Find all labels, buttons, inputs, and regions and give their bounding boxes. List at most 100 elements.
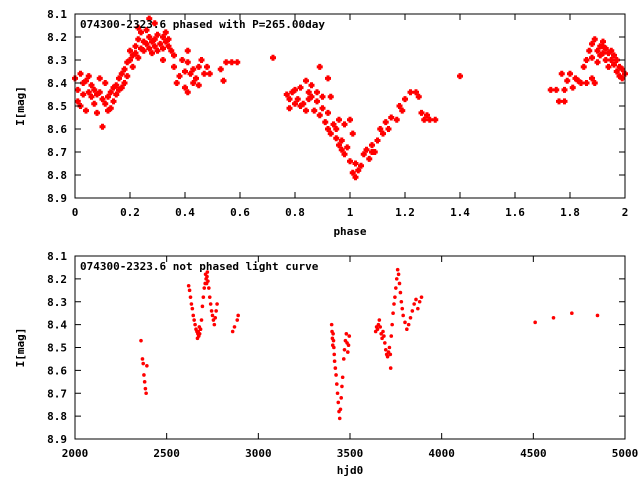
data-point <box>338 407 343 412</box>
data-point <box>182 68 188 75</box>
data-point <box>74 86 81 93</box>
data-point <box>400 306 405 311</box>
data-point <box>124 73 131 80</box>
data-point <box>186 283 191 288</box>
data-point <box>201 295 206 299</box>
data-point <box>176 73 183 80</box>
data-point <box>403 320 407 325</box>
data-point <box>334 373 338 377</box>
data-point <box>383 347 388 352</box>
data-point <box>613 57 620 63</box>
data-point <box>352 174 359 181</box>
data-point <box>347 334 352 338</box>
data-point <box>151 20 158 27</box>
x-tick-label: 0.6 <box>230 206 250 219</box>
data-point <box>346 350 350 354</box>
data-point <box>316 63 323 70</box>
data-point <box>413 89 419 96</box>
x-tick-label: 3500 <box>337 447 364 460</box>
data-point <box>407 89 414 96</box>
data-point <box>286 96 293 103</box>
data-point <box>91 86 98 93</box>
x-axis-ticks: 0 0.2 0.4 0.6 0.8 1 1.2 1.4 1.6 1.8 2 <box>72 14 628 219</box>
data-point <box>204 63 210 70</box>
data-point <box>355 167 362 174</box>
data-point <box>212 322 217 327</box>
data-point <box>336 142 342 149</box>
data-point <box>380 130 386 137</box>
data-point <box>107 105 114 112</box>
data-point <box>417 299 422 304</box>
data-point <box>316 112 323 119</box>
data-point <box>199 318 204 322</box>
data-point <box>165 36 172 43</box>
data-point <box>200 304 205 309</box>
data-point <box>207 286 211 290</box>
data-point <box>165 43 172 50</box>
data-point <box>113 82 120 89</box>
data-point <box>303 77 309 84</box>
data-point <box>570 311 574 315</box>
data-point <box>198 57 205 63</box>
x-tick-label: 5000 <box>612 447 639 460</box>
data-point <box>330 121 337 128</box>
x-tick-label: 4000 <box>428 447 455 460</box>
data-point <box>394 286 398 290</box>
data-point <box>589 40 595 47</box>
data-point <box>349 130 356 137</box>
data-point <box>336 116 342 123</box>
data-point <box>154 47 161 54</box>
data-point <box>415 93 422 100</box>
data-point <box>416 306 420 311</box>
data-point <box>583 57 590 63</box>
data-point <box>149 50 155 57</box>
data-point <box>143 27 150 34</box>
data-point <box>234 59 241 66</box>
plot-frame <box>74 255 626 440</box>
x-tick-label: 1.2 <box>395 206 415 219</box>
data-point <box>360 151 367 158</box>
data-point <box>195 336 200 341</box>
data-point <box>127 57 133 63</box>
data-point <box>191 313 196 318</box>
data-point <box>195 63 202 70</box>
data-point <box>385 126 392 132</box>
data-point <box>595 313 600 318</box>
data-point <box>228 59 235 66</box>
data-point <box>553 86 560 93</box>
data-point <box>608 47 615 54</box>
data-point <box>556 98 562 105</box>
data-point <box>332 359 337 364</box>
data-point <box>207 295 212 299</box>
data-point <box>96 89 103 96</box>
data-point <box>619 66 626 73</box>
y-tick-label: 8.3 <box>47 296 67 309</box>
data-point <box>419 295 424 299</box>
x-tick-label: 0.8 <box>285 206 305 219</box>
data-point <box>402 96 408 103</box>
data-point <box>223 59 230 66</box>
data-point <box>421 116 428 123</box>
data-point <box>94 109 100 116</box>
data-point <box>160 34 166 40</box>
data-point <box>187 70 194 77</box>
data-point <box>305 89 312 96</box>
data-point <box>578 80 584 86</box>
data-point <box>394 277 399 281</box>
data-point <box>619 75 626 82</box>
data-point <box>340 375 345 380</box>
data-point <box>235 318 240 322</box>
data-point <box>160 45 166 52</box>
data-point <box>332 352 337 357</box>
data-point <box>396 103 403 109</box>
data-point <box>564 77 571 84</box>
y-tick-label: 8.1 <box>47 250 67 263</box>
data-point <box>146 34 153 40</box>
data-point <box>337 416 342 421</box>
data-point <box>547 86 554 93</box>
data-point <box>358 162 364 169</box>
y-axis-label: I[mag] <box>14 86 27 126</box>
y-tick-label: 8.5 <box>47 100 67 113</box>
